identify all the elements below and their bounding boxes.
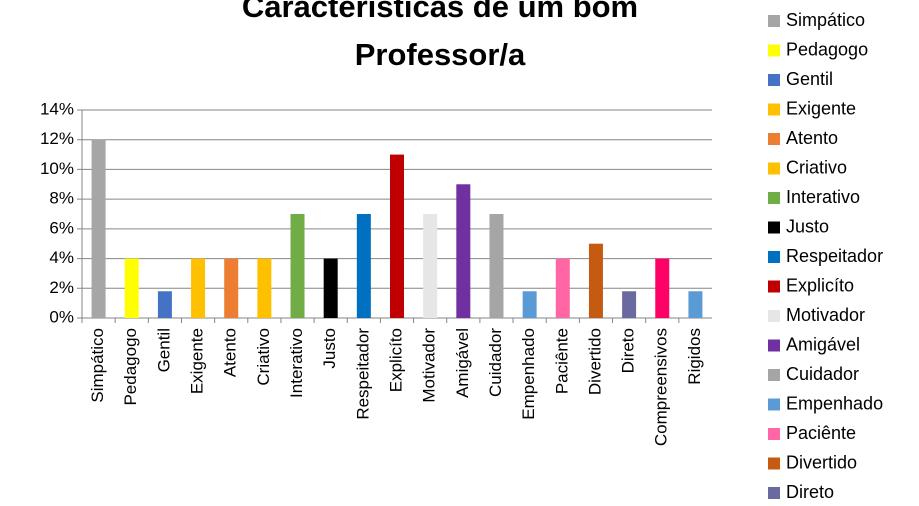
x-tick-label: Explicíto: [386, 328, 405, 392]
legend-label: Atento: [786, 128, 838, 148]
bar: [191, 258, 206, 318]
x-tick-label: Interativo: [287, 328, 306, 398]
legend-label: Cuidador: [786, 364, 859, 384]
bar: [489, 214, 504, 318]
legend-swatch: [768, 280, 780, 293]
legend-swatch: [768, 103, 780, 116]
x-tick-label: Rigidos: [685, 328, 704, 385]
legend-swatch: [768, 398, 780, 411]
y-tick-label: 8%: [49, 189, 74, 208]
legend-label: Empenhado: [786, 393, 883, 413]
legend-label: Justo: [786, 216, 829, 236]
y-tick-label: 12%: [40, 129, 74, 148]
legend-swatch: [768, 74, 780, 86]
bar: [390, 154, 404, 318]
bar: [588, 243, 603, 318]
y-tick-label: 10%: [40, 159, 74, 178]
legend-swatch: [768, 487, 780, 499]
legend-swatch: [768, 44, 780, 57]
legend-swatch: [768, 428, 780, 440]
bar: [356, 214, 371, 318]
bar: [290, 214, 305, 318]
bar: [323, 258, 338, 318]
bar: [157, 291, 172, 318]
legend-label: Criativo: [786, 157, 847, 177]
legend-label: Exigente: [786, 98, 856, 118]
chart-title: Características de um bom Professor/a: [241, 0, 639, 72]
bar: [655, 258, 670, 318]
legend-label: Pedagogo: [786, 39, 868, 59]
x-tick-label: Atento: [221, 328, 240, 377]
legend-swatch: [768, 192, 780, 204]
legend-swatch: [768, 221, 780, 234]
x-tick-label: Amigável: [453, 328, 472, 398]
y-tick-label: 2%: [49, 278, 74, 297]
y-tick-label: 4%: [49, 248, 74, 267]
y-tick-label: 14%: [40, 99, 74, 118]
legend-swatch: [768, 457, 780, 470]
bar: [257, 258, 272, 318]
x-tick-label: Compreensivos: [652, 328, 671, 446]
x-tick-label: Cuidador: [486, 328, 505, 397]
x-tick-label: Exigente: [188, 328, 207, 394]
x-tick-label: Justo: [320, 328, 339, 369]
legend-label: Respeitador: [786, 246, 883, 266]
bar: [522, 291, 537, 318]
x-tick-label: Empenhado: [519, 328, 538, 420]
x-tick-label: Simpático: [88, 328, 107, 403]
x-tick-label: Pedagogo: [121, 328, 140, 406]
x-tick-label: Direto: [619, 328, 638, 373]
legend-label: Divertido: [786, 452, 857, 472]
x-tick-label: Gentil: [154, 328, 173, 372]
legend-swatch: [768, 369, 780, 381]
bar: [423, 214, 438, 318]
bar: [555, 258, 570, 318]
y-tick-label: 6%: [49, 218, 74, 237]
legend-swatch: [768, 310, 780, 322]
bar: [91, 139, 106, 318]
x-tick-label: Divertido: [585, 328, 604, 395]
bar: [622, 291, 637, 318]
x-tick-label: Paciênte: [552, 328, 571, 394]
bar: [224, 258, 239, 318]
legend-label: Amigável: [786, 334, 860, 354]
legend-label: Paciênte: [786, 423, 856, 443]
legend-swatch: [768, 339, 780, 352]
legend-label: Interativo: [786, 187, 860, 207]
x-tick-label: Respeitador: [353, 328, 372, 420]
legend-label: Motivador: [786, 305, 865, 325]
legend-swatch: [768, 15, 780, 27]
bar: [124, 258, 139, 318]
legend-label: Explicíto: [786, 275, 854, 295]
legend-label: Gentil: [786, 69, 833, 89]
legend-swatch: [768, 251, 780, 263]
x-tick-label: Criativo: [254, 328, 273, 386]
legend-label: Simpático: [786, 10, 865, 30]
legend-label: Direto: [786, 482, 834, 502]
y-tick-label: 0%: [49, 307, 74, 326]
bar: [456, 184, 471, 318]
x-tick-label: Motivador: [420, 328, 439, 403]
legend-swatch: [768, 133, 780, 145]
legend-swatch: [768, 162, 780, 175]
bar: [688, 291, 703, 318]
